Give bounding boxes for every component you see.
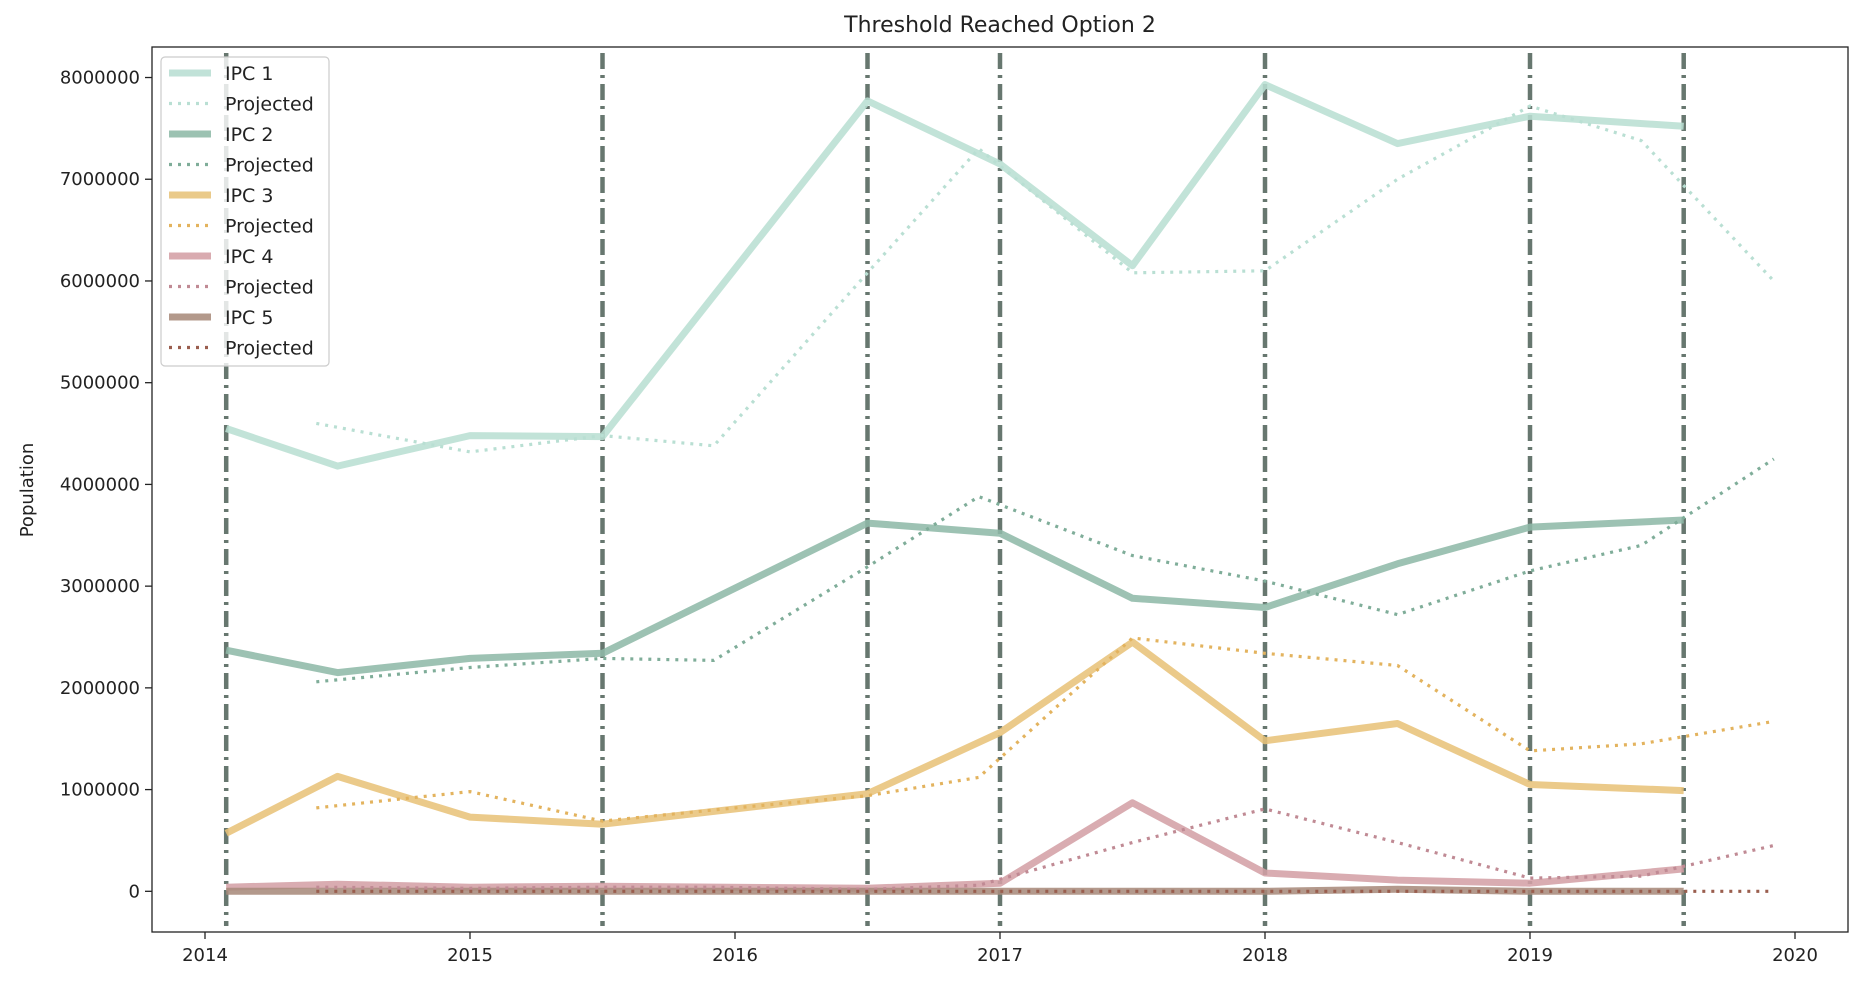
legend: IPC 1 Projected IPC 2 Projected IPC 3 Project… xyxy=(160,56,330,367)
projected-line-5 xyxy=(316,636,1775,823)
legend-label: IPC 3 xyxy=(225,185,273,207)
series-line-6 xyxy=(226,799,1685,892)
legend-label: IPC 1 xyxy=(225,63,273,85)
series-lines xyxy=(224,81,1775,895)
legend-label: Projected xyxy=(225,94,314,116)
y-tick-label: 3000000 xyxy=(60,576,140,597)
chart-title: Threshold Reached Option 2 xyxy=(843,13,1156,38)
x-tick-label: 2020 xyxy=(1772,945,1818,966)
legend-label: IPC 2 xyxy=(225,124,273,146)
x-tick-label: 2015 xyxy=(447,945,493,966)
legend-label: IPC 4 xyxy=(225,246,273,268)
legend-label: IPC 5 xyxy=(225,307,273,329)
legend-label: Projected xyxy=(225,155,314,177)
legend-label: Projected xyxy=(225,338,314,360)
y-axis-label: Population xyxy=(17,443,38,538)
y-tick-label: 6000000 xyxy=(60,271,140,292)
series-line-4 xyxy=(224,638,1684,837)
legend-label: Projected xyxy=(225,216,314,238)
y-tick-label: 1000000 xyxy=(60,780,140,801)
y-tick-label: 2000000 xyxy=(60,678,140,699)
series-line-0 xyxy=(225,81,1684,470)
x-tick-label: 2014 xyxy=(182,945,228,966)
series-line-2 xyxy=(225,516,1684,677)
y-tick-label: 5000000 xyxy=(60,373,140,394)
y-axis: 0 1000000 2000000 3000000 4000000 5000000 6000… xyxy=(60,68,152,902)
x-axis: 2014 2015 2016 2017 2018 2019 2020 xyxy=(182,932,1818,966)
projected-line-3 xyxy=(316,457,1775,684)
x-tick-label: 2016 xyxy=(712,945,758,966)
x-tick-label: 2017 xyxy=(977,945,1023,966)
y-tick-label: 7000000 xyxy=(60,169,140,190)
threshold-lines xyxy=(223,53,1686,926)
y-tick-label: 8000000 xyxy=(60,68,140,89)
y-tick-label: 4000000 xyxy=(60,474,140,495)
projected-line-7 xyxy=(316,807,1775,891)
x-tick-label: 2019 xyxy=(1507,945,1553,966)
projected-line-1 xyxy=(316,104,1775,454)
x-tick-label: 2018 xyxy=(1242,945,1288,966)
y-tick-label: 0 xyxy=(129,881,140,902)
legend-label: Projected xyxy=(225,277,314,299)
